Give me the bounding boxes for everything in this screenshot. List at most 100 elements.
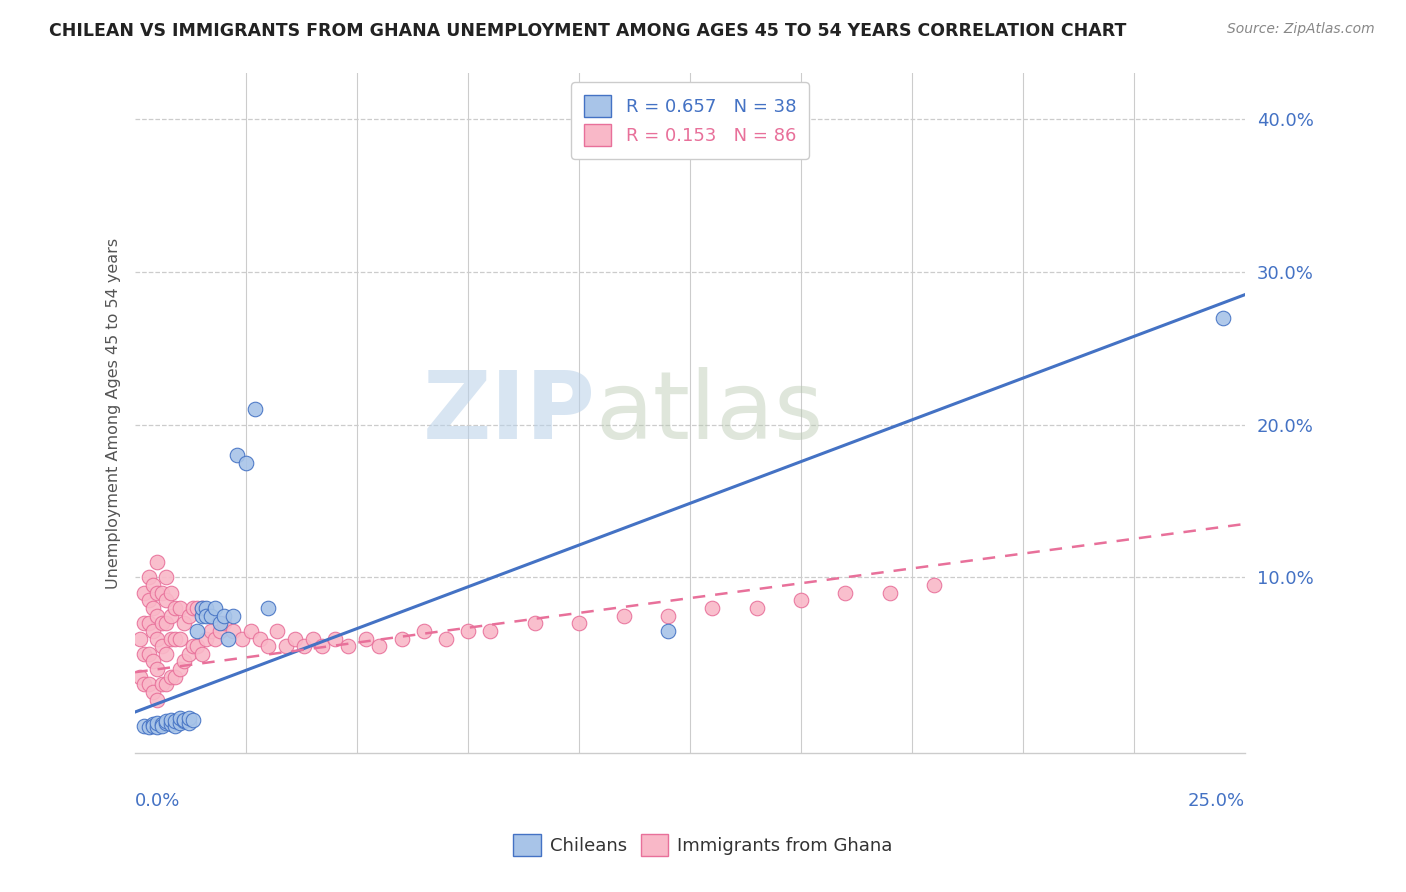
Point (191, 601, 214, 615)
Point (146, 585, 169, 599)
Point (155, 715, 177, 730)
Point (301, 632, 323, 646)
Point (186, 624, 208, 638)
Point (142, 624, 165, 638)
Point (155, 714, 177, 728)
Point (568, 616, 591, 631)
Point (266, 624, 288, 638)
Point (177, 647, 200, 661)
Point (173, 616, 195, 631)
Point (181, 601, 204, 615)
Point (165, 601, 187, 615)
Point (191, 608, 214, 623)
Point (173, 714, 195, 728)
Point (134, 647, 156, 661)
Point (177, 608, 200, 623)
Point (155, 647, 177, 661)
Point (391, 632, 413, 646)
Point (208, 624, 231, 638)
Point (173, 655, 195, 669)
Point (165, 719, 187, 733)
Point (204, 601, 226, 615)
Point (142, 601, 165, 615)
Point (159, 585, 181, 599)
Point (922, 578, 945, 592)
Legend: Chileans, Immigrants from Ghana: Chileans, Immigrants from Ghana (506, 827, 900, 863)
Point (169, 711, 191, 725)
Point (159, 632, 181, 646)
Point (146, 692, 169, 706)
Point (138, 677, 160, 691)
Text: ZIP: ZIP (423, 368, 596, 459)
Point (142, 655, 165, 669)
Point (337, 639, 360, 653)
Point (479, 624, 502, 638)
Point (150, 585, 173, 599)
Text: CHILEAN VS IMMIGRANTS FROM GHANA UNEMPLOYMENT AMONG AGES 45 TO 54 YEARS CORRELAT: CHILEAN VS IMMIGRANTS FROM GHANA UNEMPLO… (49, 22, 1126, 40)
Point (150, 717, 173, 731)
Point (222, 608, 245, 623)
Point (368, 639, 391, 653)
Point (150, 639, 173, 653)
Point (150, 616, 173, 631)
Point (243, 402, 266, 417)
Point (257, 639, 280, 653)
Point (186, 639, 208, 653)
Point (434, 632, 457, 646)
Point (231, 632, 253, 646)
Point (146, 608, 169, 623)
Point (311, 639, 333, 653)
Point (191, 647, 214, 661)
Point (191, 601, 214, 615)
Point (159, 713, 181, 727)
Point (249, 632, 271, 646)
Point (834, 585, 856, 599)
Point (702, 601, 724, 615)
Point (146, 662, 169, 676)
Point (195, 632, 218, 646)
Point (218, 632, 240, 646)
Point (323, 632, 346, 646)
Point (169, 601, 191, 615)
Point (128, 670, 150, 684)
Point (177, 711, 200, 725)
Point (276, 639, 298, 653)
Point (204, 632, 226, 646)
Point (169, 632, 191, 646)
Point (150, 719, 173, 733)
Text: atlas: atlas (596, 368, 824, 459)
Point (226, 448, 249, 462)
Point (457, 624, 479, 638)
Point (657, 608, 679, 623)
Point (142, 578, 165, 592)
Point (159, 608, 181, 623)
Point (159, 670, 181, 684)
Point (879, 585, 901, 599)
Point (239, 624, 262, 638)
Point (165, 670, 187, 684)
Point (155, 677, 177, 691)
Point (134, 677, 156, 691)
Point (128, 632, 150, 646)
Point (138, 647, 160, 661)
Point (169, 662, 191, 676)
Point (284, 632, 307, 646)
Point (142, 685, 165, 699)
Text: Source: ZipAtlas.com: Source: ZipAtlas.com (1227, 22, 1375, 37)
Point (208, 616, 231, 631)
Point (150, 677, 173, 691)
Point (146, 715, 169, 730)
Y-axis label: Unemployment Among Ages 45 to 54 years: Unemployment Among Ages 45 to 54 years (107, 237, 121, 589)
Point (523, 616, 546, 631)
Legend: R = 0.657   N = 38, R = 0.153   N = 86: R = 0.657 N = 38, R = 0.153 N = 86 (571, 82, 808, 159)
Point (177, 715, 200, 730)
Point (134, 585, 156, 599)
Point (200, 624, 222, 638)
Point (134, 616, 156, 631)
Point (257, 601, 280, 615)
Point (186, 601, 208, 615)
Point (1212, 310, 1234, 325)
Point (181, 713, 204, 727)
Point (138, 616, 160, 631)
Point (200, 608, 222, 623)
